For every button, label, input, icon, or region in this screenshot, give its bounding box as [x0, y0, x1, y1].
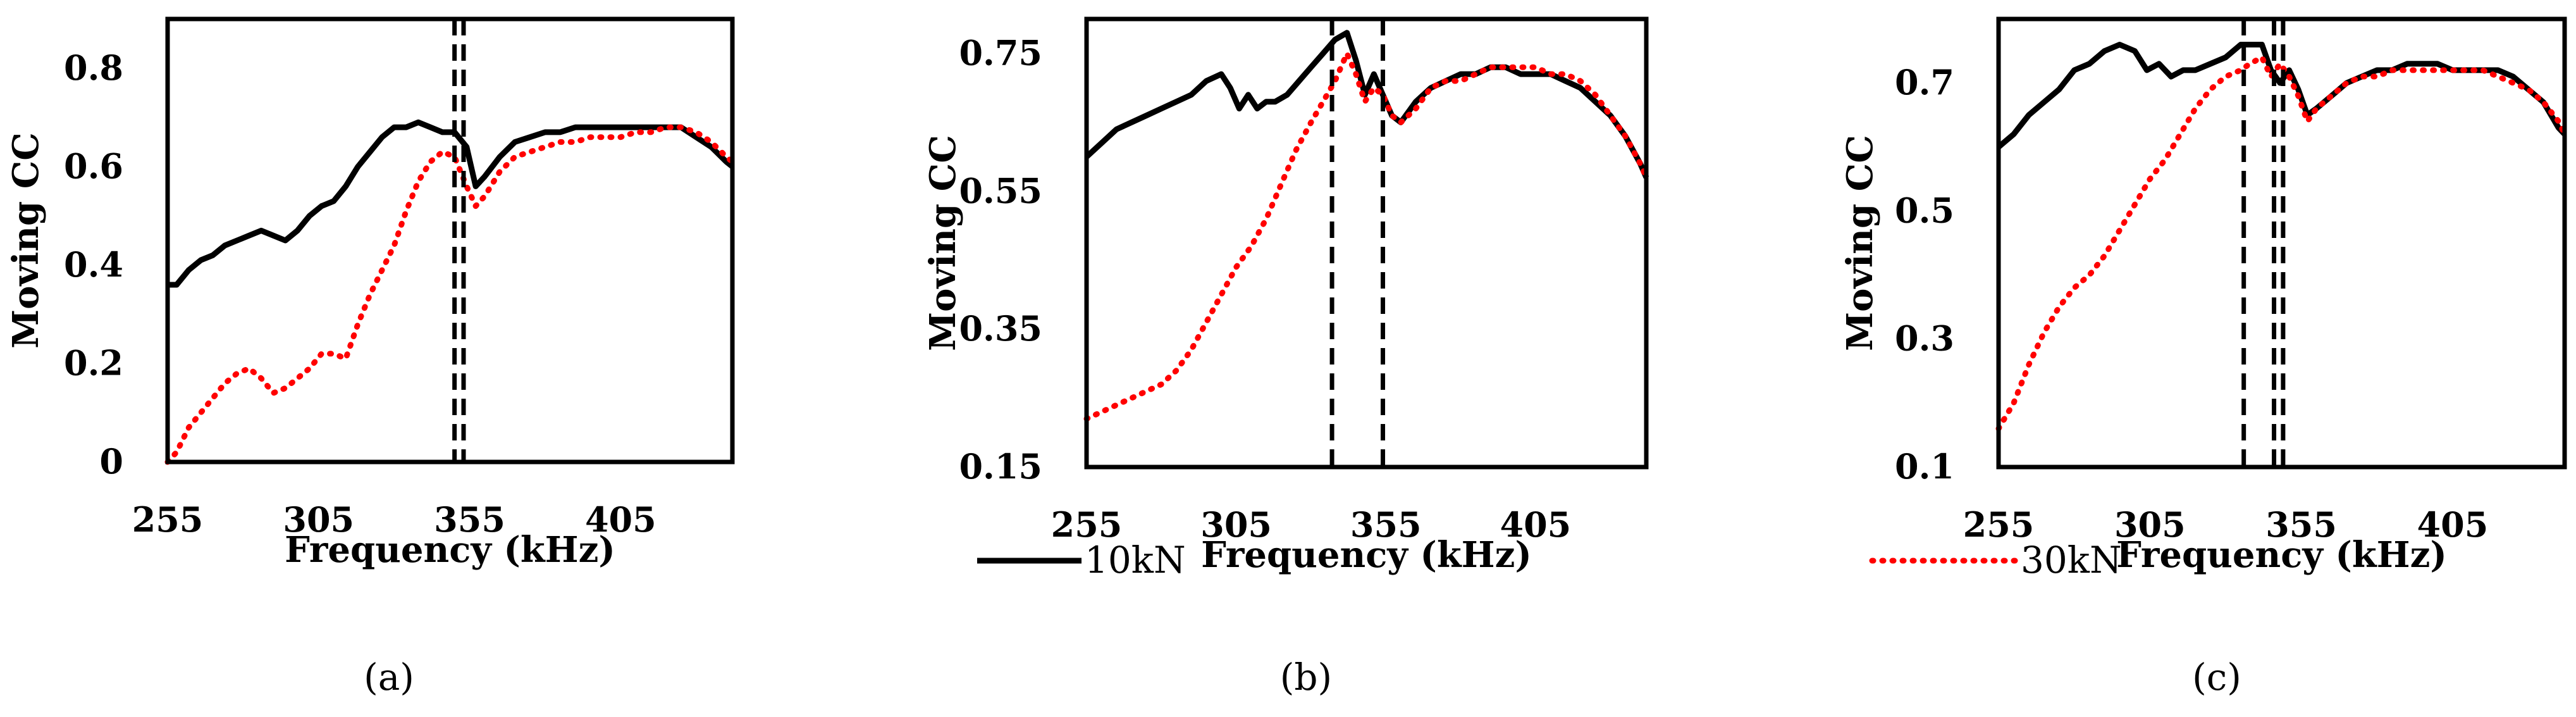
x-tick-label: 305: [1200, 504, 1272, 545]
x-tick-label: 405: [585, 499, 656, 540]
x-axis-title: Frequency (kHz): [2116, 534, 2447, 576]
series-line-30kn: [1995, 54, 2568, 432]
x-tick-label: 305: [2114, 504, 2186, 545]
plot-frame: [165, 16, 735, 464]
plot-frame: [1996, 16, 2567, 470]
x-tick-label: 405: [1500, 504, 1572, 545]
y-tick-label: 0.1: [1895, 446, 1954, 487]
x-tick-label: 305: [283, 499, 354, 540]
series-line-30kn: [1083, 51, 1649, 422]
series-line-10kn: [1084, 30, 1649, 179]
x-axis-title: Frequency (kHz): [285, 529, 615, 571]
plot-frame: [1084, 16, 1649, 470]
x-tick-label: 355: [434, 499, 505, 540]
x-tick-label: 355: [1350, 504, 1422, 545]
x-axis-title: Frequency (kHz): [1201, 534, 1532, 576]
legend-label-30kn: 30kN: [2021, 539, 2122, 582]
y-tick-label: 0.75: [959, 32, 1042, 73]
y-tick-label: 0.15: [959, 446, 1042, 487]
x-tick-label: 255: [1051, 504, 1123, 545]
y-axis-title: Moving CC: [5, 132, 47, 349]
y-tick-label: 0.2: [64, 342, 123, 383]
series-line-10kn: [168, 119, 734, 288]
x-tick-label: 255: [132, 499, 204, 540]
panel-label: (c): [2192, 656, 2241, 699]
legend-label-10kn: 10kN: [1085, 539, 1186, 582]
x-tick-label: 405: [2417, 504, 2489, 545]
x-tick-label: 355: [2265, 504, 2337, 545]
y-tick-label: 0.8: [64, 47, 123, 88]
y-tick-label: 0.3: [1895, 318, 1954, 359]
y-tick-label: 0: [99, 441, 123, 482]
y-tick-label: 0.55: [959, 170, 1042, 211]
x-tick-label: 255: [1963, 504, 2035, 545]
panel-label: (a): [364, 656, 414, 699]
y-tick-label: 0.5: [1895, 190, 1954, 230]
panel-label: (b): [1280, 656, 1332, 699]
series-line-30kn: [164, 124, 736, 465]
series-line-10kn: [1997, 42, 2567, 149]
y-axis-title: Moving CC: [922, 135, 964, 351]
legend: 10kN 30kN: [977, 539, 2122, 582]
y-tick-label: 0.6: [64, 146, 123, 186]
y-tick-label: 0.35: [959, 308, 1042, 349]
y-tick-label: 0.4: [64, 244, 123, 285]
y-axis-title: Moving CC: [1839, 135, 1881, 351]
y-tick-label: 0.7: [1895, 62, 1954, 103]
